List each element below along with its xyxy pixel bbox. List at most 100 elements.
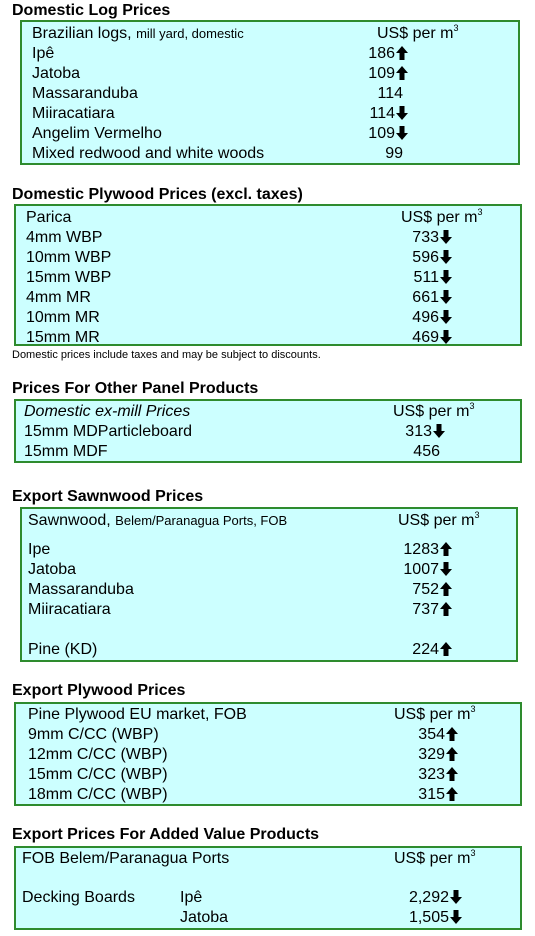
unit-label: US$ per m3 bbox=[401, 206, 483, 226]
price-value: 2,292 bbox=[408, 889, 449, 906]
arrow-up-icon bbox=[440, 582, 452, 596]
table-row: Jatoba 1,505 bbox=[16, 908, 520, 928]
row-value: 114 bbox=[369, 104, 408, 124]
row-label: Massaranduba bbox=[32, 85, 138, 102]
arrow-down-icon bbox=[433, 424, 445, 438]
price-value: 511 bbox=[413, 269, 439, 286]
export-plywood-title: Export Plywood Prices bbox=[12, 682, 186, 699]
arrow-down-icon bbox=[440, 230, 452, 244]
export-plywood-table: Pine Plywood EU market, FOB US$ per m3 9… bbox=[14, 702, 522, 806]
row-label: 4mm MR bbox=[26, 289, 91, 306]
row-value: 315 bbox=[418, 785, 458, 805]
table-row: Massaranduba 114 bbox=[22, 84, 518, 104]
price-value: 354 bbox=[418, 726, 445, 743]
row-label: Miiracatiara bbox=[28, 601, 111, 618]
row-label: Jatoba bbox=[32, 65, 81, 82]
row-value: 329 bbox=[418, 745, 458, 765]
arrow-up-icon bbox=[446, 767, 458, 781]
price-value: 313 bbox=[405, 423, 432, 440]
row-label: Massaranduba bbox=[28, 581, 134, 598]
export-sawnwood-table: Sawnwood, Belem/Paranagua Ports, FOB US$… bbox=[20, 507, 518, 662]
unit-label: US$ per m3 bbox=[393, 400, 475, 420]
table-row: Jatoba 1007 bbox=[22, 560, 516, 580]
table-row: 4mm MR 661 bbox=[16, 288, 520, 308]
group-label-row: Decking Boards bbox=[16, 888, 520, 908]
price-value: 109 bbox=[368, 65, 395, 82]
other-panel-title: Prices For Other Panel Products bbox=[12, 380, 259, 397]
row-label: 18mm C/CC (WBP) bbox=[28, 786, 168, 803]
arrow-down-icon bbox=[396, 126, 408, 140]
table-row: 9mm C/CC (WBP) 354 bbox=[16, 725, 520, 745]
price-value: 315 bbox=[418, 786, 445, 803]
table-row: Pine (KD) 224 bbox=[22, 640, 516, 660]
row-label: Angelim Vermelho bbox=[32, 125, 162, 142]
price-value: 224 bbox=[412, 641, 439, 658]
row-label: Mixed redwood and white woods bbox=[32, 145, 265, 162]
arrow-up-icon bbox=[446, 787, 458, 801]
price-value: 1007 bbox=[403, 561, 439, 578]
table-row: 18mm C/CC (WBP) 315 bbox=[16, 785, 520, 805]
price-value: 496 bbox=[412, 309, 439, 326]
footnote: Domestic prices include taxes and may be… bbox=[12, 349, 321, 361]
table-row: Ipê 2,292 bbox=[16, 888, 520, 908]
row-label: 15mm WBP bbox=[26, 269, 112, 286]
price-value: 469 bbox=[412, 329, 439, 346]
export-added-title: Export Prices For Added Value Products bbox=[12, 826, 320, 843]
table-row: 15mm MDParticleboard 313 bbox=[16, 422, 520, 442]
table-row: 15mm MDF 456 bbox=[16, 442, 520, 462]
header-label: Sawnwood, Belem/Paranagua Ports, FOB bbox=[28, 512, 288, 529]
row-value: 752 bbox=[412, 580, 452, 600]
row-label: 4mm WBP bbox=[26, 229, 103, 246]
row-label: 10mm MR bbox=[26, 309, 100, 326]
row-value: 114 bbox=[377, 84, 403, 104]
other-panel-table: Domestic ex-mill Prices US$ per m3 15mm … bbox=[14, 399, 522, 463]
table-row: Jatoba 109 bbox=[22, 64, 518, 84]
price-value: 737 bbox=[412, 601, 439, 618]
arrow-up-icon bbox=[446, 747, 458, 761]
price-value: 99 bbox=[385, 145, 403, 162]
domestic-log-title: Domestic Log Prices bbox=[12, 2, 171, 19]
price-value: 114 bbox=[377, 85, 403, 102]
row-value: 661 bbox=[412, 288, 452, 308]
table-row: Angelim Vermelho 109 bbox=[22, 124, 518, 144]
row-value: 224 bbox=[412, 640, 452, 660]
row-value: 733 bbox=[412, 228, 452, 248]
row-label: 9mm C/CC (WBP) bbox=[28, 726, 159, 743]
header-label: Brazilian logs, mill yard, domestic bbox=[32, 25, 244, 42]
price-value: 109 bbox=[368, 125, 395, 142]
price-value: 596 bbox=[412, 249, 439, 266]
arrow-down-icon bbox=[440, 270, 452, 284]
export-added-table: FOB Belem/Paranagua Ports US$ per m3 Dec… bbox=[14, 846, 522, 930]
arrow-down-icon bbox=[450, 890, 462, 904]
row-value: 456 bbox=[413, 442, 440, 462]
price-value: 329 bbox=[418, 746, 445, 763]
row-value: 1283 bbox=[403, 540, 452, 560]
unit-label: US$ per m3 bbox=[398, 509, 480, 529]
row-value: 313 bbox=[405, 422, 445, 442]
row-value: 2,292 bbox=[409, 888, 462, 908]
table-row: 4mm WBP 733 bbox=[16, 228, 520, 248]
table-row: 12mm C/CC (WBP) 329 bbox=[16, 745, 520, 765]
price-value: 1283 bbox=[403, 541, 439, 558]
row-label: Jatoba bbox=[28, 561, 77, 578]
table-row: Massaranduba 752 bbox=[22, 580, 516, 600]
row-value: 354 bbox=[418, 725, 458, 745]
table-row: 10mm WBP 596 bbox=[16, 248, 520, 268]
row-value: 511 bbox=[413, 268, 452, 288]
table-row: 15mm C/CC (WBP) 323 bbox=[16, 765, 520, 785]
header-label: Pine Plywood EU market, FOB bbox=[28, 706, 247, 723]
table-header: Sawnwood, Belem/Paranagua Ports, FOB US$… bbox=[22, 509, 516, 531]
arrow-down-icon bbox=[440, 330, 452, 344]
arrow-down-icon bbox=[440, 250, 452, 264]
row-value: 469 bbox=[412, 328, 452, 348]
arrow-up-icon bbox=[396, 46, 408, 60]
price-value: 114 bbox=[369, 105, 395, 122]
group-label: Decking Boards bbox=[22, 889, 135, 906]
row-value: 186 bbox=[368, 44, 408, 64]
price-value: 1,505 bbox=[408, 909, 449, 926]
row-label: 10mm WBP bbox=[26, 249, 112, 266]
table-row: Ipê 186 bbox=[22, 44, 518, 64]
row-value: 323 bbox=[418, 765, 458, 785]
row-label: 15mm MR bbox=[26, 329, 100, 346]
row-label: Ipe bbox=[28, 541, 51, 558]
